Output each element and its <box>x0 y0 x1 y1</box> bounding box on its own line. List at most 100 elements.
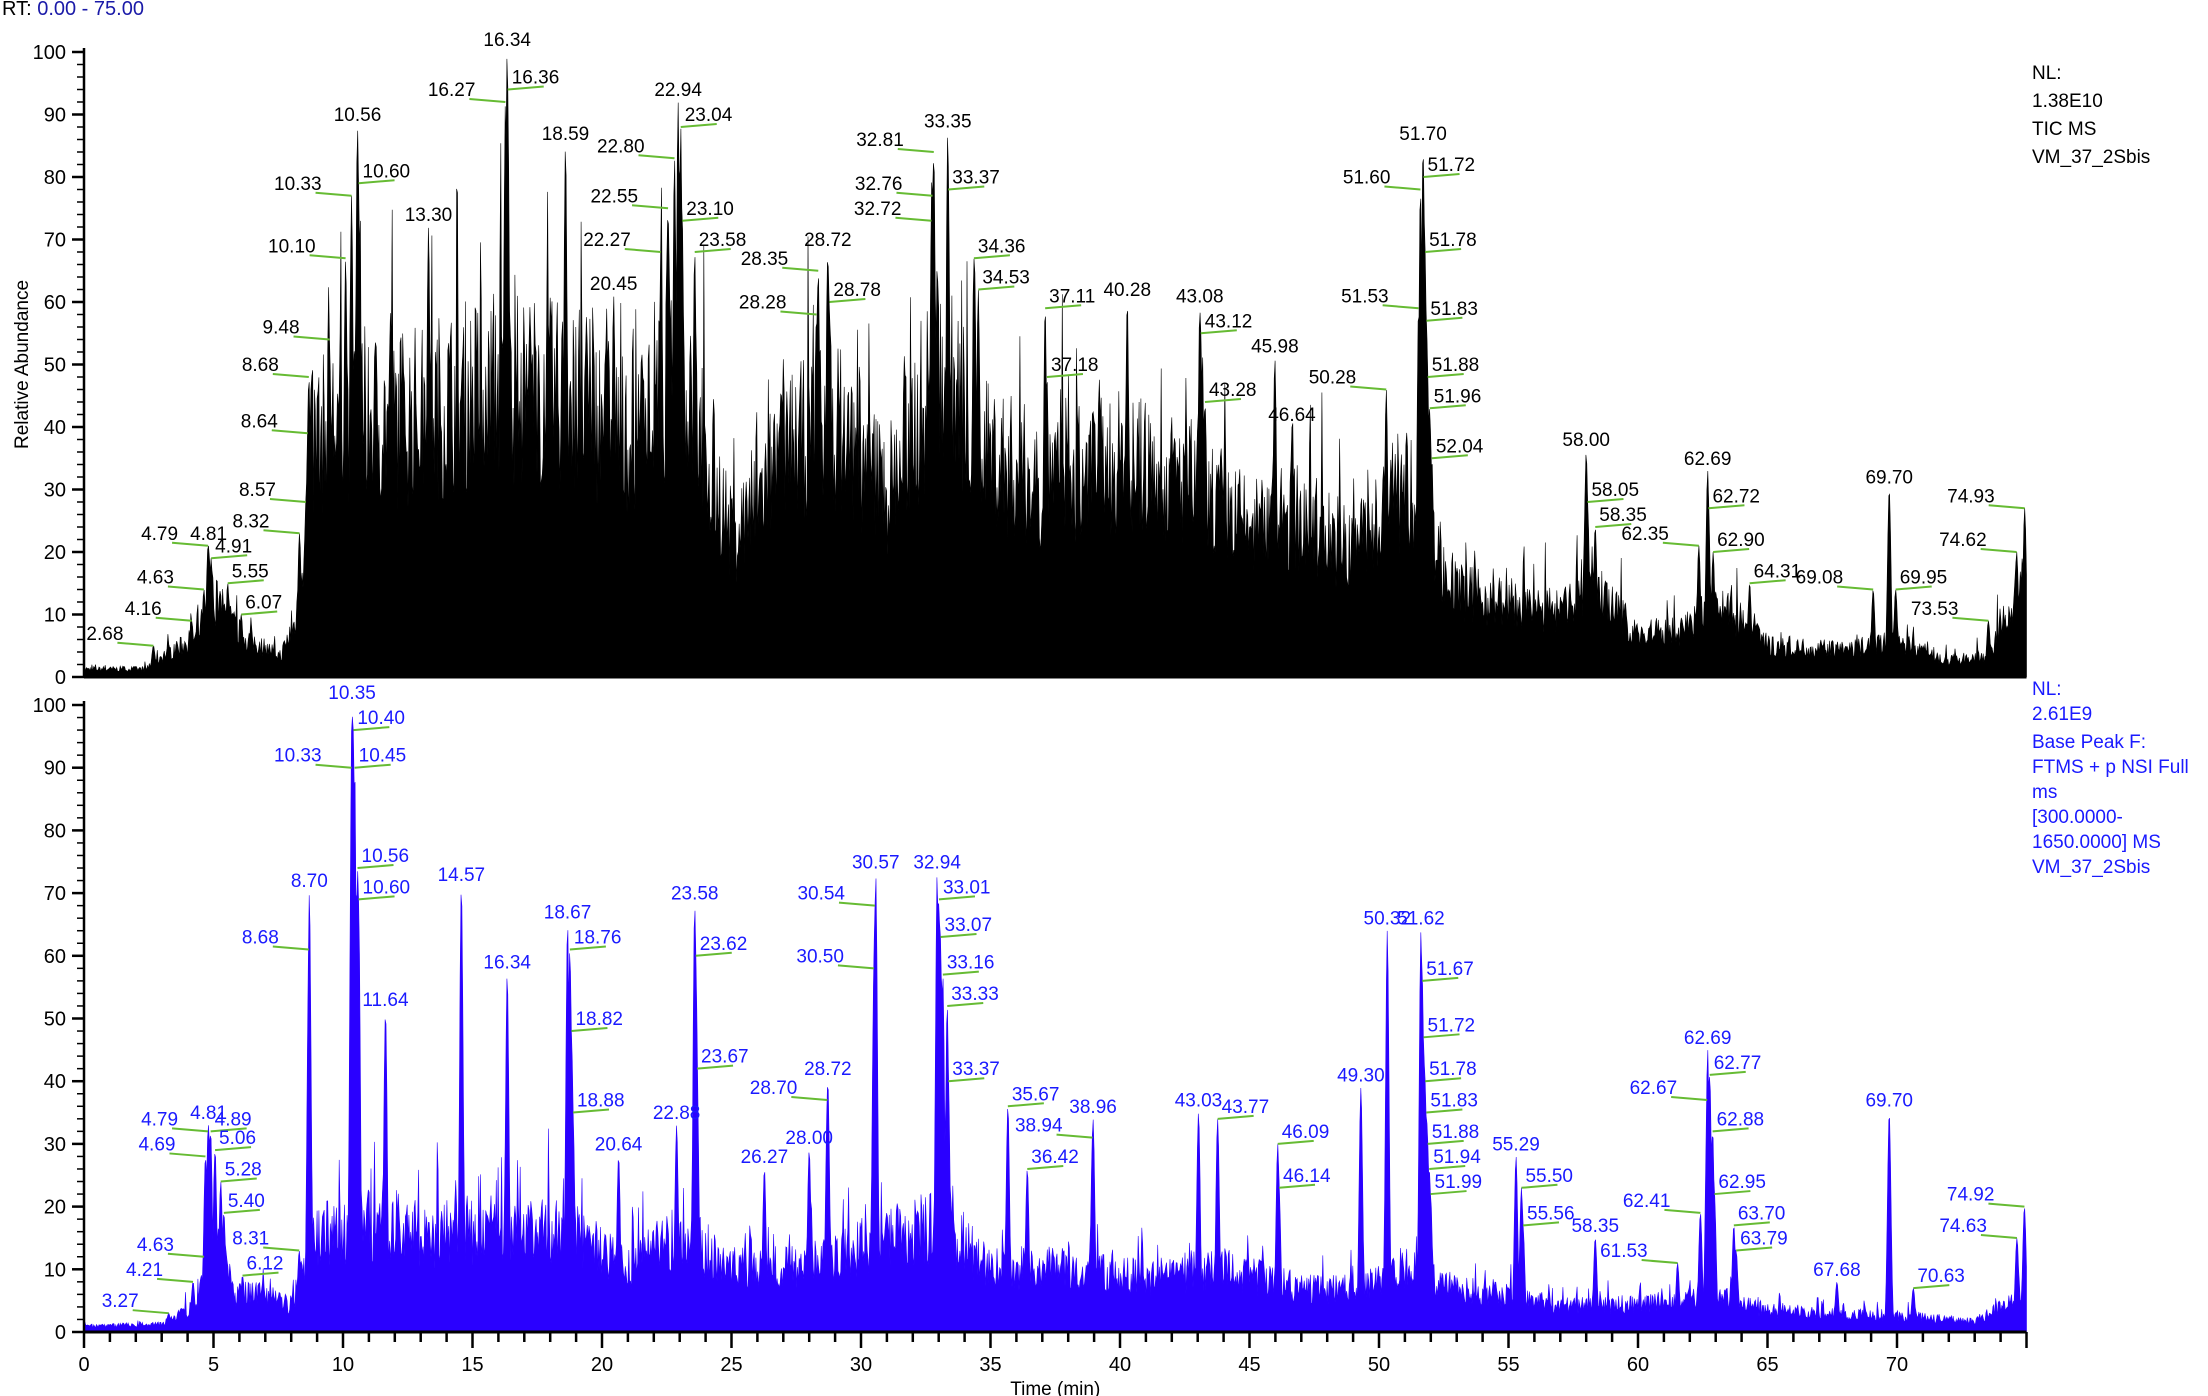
peak-label-leader <box>682 216 719 222</box>
peak-label: 5.28 <box>220 1160 262 1183</box>
peak-label-text: 4.81 <box>190 1103 227 1124</box>
peak-label-leader <box>973 254 1011 260</box>
peak-label-text: 32.72 <box>854 199 902 220</box>
peak-label-text: 23.10 <box>686 199 734 220</box>
peak-label-text: 55.29 <box>1492 1134 1540 1155</box>
peak-label-text: 4.16 <box>125 599 162 620</box>
peak-label: 23.58 <box>671 884 719 905</box>
bottom-filter-line-2: FTMS + p NSI Full <box>2032 757 2189 778</box>
rt-range-header: RT: 0.00 - 75.00 <box>2 0 144 21</box>
peak-label: 51.72 <box>1423 1015 1475 1039</box>
peak-label: 30.50 <box>796 946 875 970</box>
peak-label: 14.57 <box>438 865 486 886</box>
peak-label: 34.53 <box>978 268 1030 291</box>
peak-label: 43.28 <box>1204 380 1256 403</box>
peak-label: 4.69 <box>138 1134 206 1158</box>
peak-label: 8.68 <box>242 928 309 951</box>
x-tick-label: 5 <box>208 1354 219 1376</box>
peak-label: 22.88 <box>653 1103 701 1124</box>
y-tick-label: 100 <box>33 42 66 64</box>
peak-label-leader <box>269 498 307 503</box>
peak-label-leader <box>315 763 352 769</box>
peak-label: 10.10 <box>268 236 346 260</box>
peak-label: 20.64 <box>595 1134 643 1155</box>
y-tick-label: 70 <box>44 230 66 252</box>
peak-label-text: 4.79 <box>141 524 178 545</box>
peak-label: 43.12 <box>1200 311 1252 335</box>
peak-label: 5.40 <box>223 1191 265 1214</box>
peak-label-text: 8.32 <box>233 511 270 532</box>
peak-label-text: 32.81 <box>856 130 904 151</box>
tic-panel: 0 10 20 30 40 50 60 70 80 90 100 Relative Abundance… <box>12 30 2027 689</box>
peak-label-text: 58.35 <box>1599 505 1647 526</box>
peak-label-text: 28.78 <box>833 280 881 301</box>
chromatogram-trace <box>83 716 2027 1333</box>
bottom-sample-name: VM_37_2Sbis <box>2032 857 2151 878</box>
peak-label-text: 18.82 <box>575 1009 623 1030</box>
x-tick-label: 25 <box>720 1354 742 1376</box>
peak-label: 16.36 <box>507 68 559 91</box>
peak-label-leader <box>1714 1190 1751 1196</box>
peak-label-leader <box>1522 1221 1560 1227</box>
peak-label: 30.54 <box>797 884 876 907</box>
peak-label: 55.56 <box>1522 1203 1575 1227</box>
peak-label: 6.07 <box>241 593 282 616</box>
peak-label-leader <box>1056 1133 1093 1139</box>
peak-label-leader <box>167 1252 205 1258</box>
peak-label-leader <box>1713 548 1750 553</box>
peak-label-text: 16.34 <box>483 30 531 51</box>
peak-label-leader <box>1350 385 1387 391</box>
peak-label-leader <box>1431 454 1468 460</box>
peak-label-text: 4.63 <box>137 568 174 589</box>
peak-label-leader <box>1712 1127 1749 1133</box>
peak-label-leader <box>1007 1102 1044 1108</box>
peak-label: 10.45 <box>354 746 406 769</box>
peak-label: 51.78 <box>1425 230 1477 253</box>
peak-label-text: 63.79 <box>1740 1228 1788 1249</box>
peak-label: 18.82 <box>571 1009 623 1033</box>
peak-label-leader <box>220 1177 257 1183</box>
peak-label: 33.16 <box>942 953 994 976</box>
x-tick-label: 0 <box>78 1354 89 1376</box>
peak-label: 4.63 <box>137 568 205 591</box>
peak-label-text: 52.04 <box>1436 436 1484 457</box>
peak-label: 38.94 <box>1015 1116 1093 1139</box>
peak-label-leader <box>315 191 352 197</box>
peak-label-text: 8.64 <box>241 411 278 432</box>
x-tick-label: 45 <box>1238 1354 1260 1376</box>
peak-label: 51.60 <box>1343 168 1421 191</box>
peak-label: 23.67 <box>696 1047 749 1070</box>
peak-label: 62.72 <box>1708 486 1760 510</box>
peak-label-text: 51.53 <box>1341 286 1389 307</box>
peak-label: 50.28 <box>1309 368 1387 391</box>
peak-label: 28.35 <box>741 249 819 272</box>
peak-label-text: 10.35 <box>328 683 376 704</box>
peak-label-text: 74.62 <box>1939 530 1987 551</box>
peak-label-text: 18.76 <box>574 928 622 949</box>
peak-label: 50.32 <box>1364 909 1412 930</box>
peak-label-leader <box>1641 1259 1678 1265</box>
peak-label-leader <box>1429 1164 1466 1170</box>
peak-label: 51.53 <box>1341 286 1419 310</box>
peak-label-leader <box>938 895 976 901</box>
x-tick-label: 30 <box>850 1354 872 1376</box>
peak-label: 4.79 <box>141 1109 209 1133</box>
peak-label-text: 3.27 <box>102 1291 139 1312</box>
peak-label-text: 11.64 <box>362 990 409 1011</box>
peak-label: 10.40 <box>353 708 405 732</box>
peak-label: 32.72 <box>854 199 932 222</box>
peak-label-text: 10.56 <box>334 105 382 126</box>
peak-label-leader <box>1709 1070 1746 1076</box>
peak-label-text: 4.63 <box>137 1235 174 1256</box>
peak-label: 8.31 <box>232 1228 300 1252</box>
peak-label: 4.89 <box>210 1109 252 1133</box>
peak-label-leader <box>1217 1114 1254 1120</box>
peak-label-leader <box>171 541 209 547</box>
peak-label-text: 62.72 <box>1712 486 1760 507</box>
peak-label-text: 46.14 <box>1283 1166 1331 1187</box>
peak-label-leader <box>1423 173 1460 178</box>
peak-label: 51.78 <box>1425 1059 1477 1083</box>
peak-label-leader <box>1952 616 1989 622</box>
peak-label: 35.67 <box>1007 1084 1059 1108</box>
bottom-filter-line-5: 1650.0000] MS <box>2032 832 2161 853</box>
